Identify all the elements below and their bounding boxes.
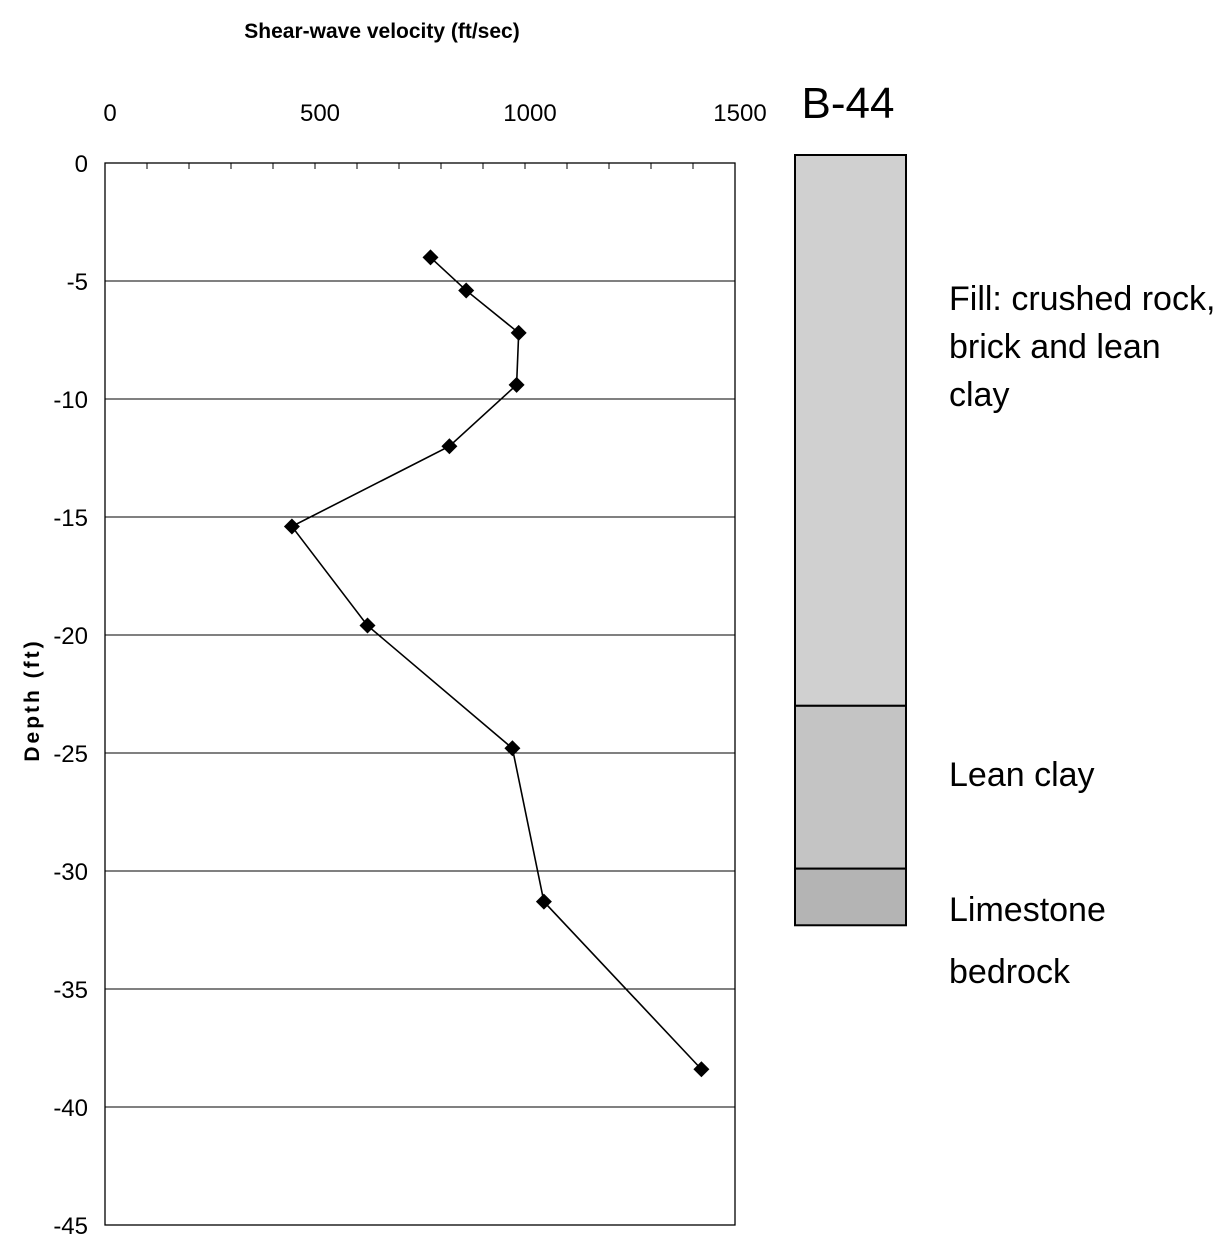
x-tick-label-0: 0 [103,100,116,127]
y-axis-label: Depth (ft) [21,638,44,761]
x-tick-label-3: 1500 [713,100,766,127]
layer-label-0-1: brick and lean [949,328,1161,366]
y-tick-label-4: -20 [53,623,88,650]
chart-title: Shear-wave velocity (ft/sec) [244,20,519,43]
data-point-8 [535,893,552,910]
data-point-9 [693,1061,710,1078]
layer-label-2-0: Limestone [949,891,1106,929]
boring-name: B-44 [802,79,895,128]
plot-area-border [104,162,736,1226]
data-point-6 [359,617,376,634]
series-group [283,249,710,1078]
x-tick-label-2: 1000 [503,100,556,127]
boring-layer-0 [794,154,907,707]
data-point-3 [508,376,525,393]
data-point-2 [510,324,527,341]
y-tick-label-7: -35 [53,977,88,1004]
data-point-7 [504,740,521,757]
y-tick-label-6: -30 [53,859,88,886]
y-tick-label-2: -10 [53,387,88,414]
y-tick-label-3: -15 [53,505,88,532]
layer-label-0-2: clay [949,376,1009,414]
layer-labels: Fill: crushed rock, brick and lean clay Lea… [949,280,1215,991]
boring-column [794,154,907,927]
gridlines [105,280,735,1108]
x-tick-label-1: 500 [300,100,340,127]
series-line-0 [290,256,702,1070]
y-tick-label-9: -45 [53,1213,88,1236]
y-tick-label-1: -5 [67,269,88,296]
layer-label-1-0: Lean clay [949,756,1095,794]
y-ticks: 0 -5 -10 -15 -20 -25 -30 -35 -40 -45 [53,151,88,1236]
boring-layer-1 [794,704,907,870]
y-tick-label-8: -40 [53,1095,88,1122]
layer-label-0-0: Fill: crushed rock, [949,280,1215,318]
y-tick-label-0: 0 [75,151,88,178]
plot-frame [104,162,736,1226]
data-point-4 [441,438,458,455]
layer-label-2-1: bedrock [949,953,1071,991]
data-point-5 [283,518,300,535]
boring-layer-2 [794,867,907,927]
x-ticks: 0 500 1000 1500 [103,100,767,169]
data-point-0 [422,249,439,266]
y-tick-label-5: -25 [53,741,88,768]
data-point-1 [458,282,475,299]
